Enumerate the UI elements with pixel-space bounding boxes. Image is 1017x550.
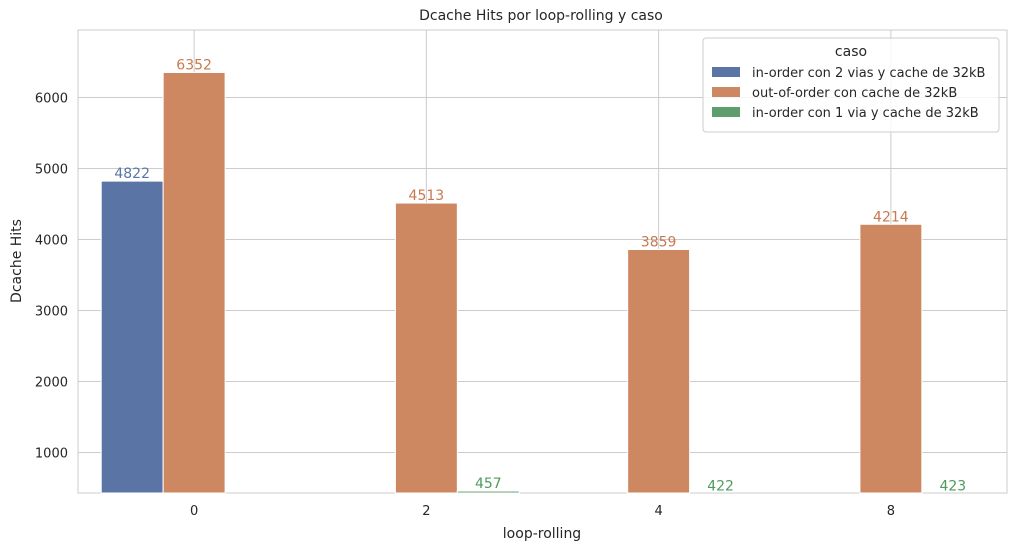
bar-value-label: 4822 [114,166,150,182]
legend: caso in-order con 2 vias y cache de 32kB… [702,37,1000,133]
bar [100,180,164,494]
bar [162,71,226,494]
x-tick-label: 0 [190,504,198,519]
y-tick-label: 4000 [35,233,68,248]
x-tick-labels: 0 2 4 8 [190,504,895,519]
legend-entry-label: in-order con 2 vias y cache de 32kB [752,66,985,81]
bar-value-label: 423 [939,478,966,494]
x-tick-label: 8 [887,504,895,519]
bar-value-label: 6352 [176,57,212,73]
legend-swatch [712,87,740,97]
x-tick-label: 4 [654,504,662,519]
legend-swatch [712,107,740,117]
y-tick-label: 3000 [35,304,68,319]
y-tick-label: 6000 [35,91,68,106]
y-tick-label: 2000 [35,376,68,391]
bar-value-label: 4214 [873,209,909,225]
chart-title: Dcache Hits por loop-rolling y caso [419,8,663,24]
legend-entry-label: out-of-order con cache de 32kB [752,86,957,101]
bars-group [100,71,923,494]
bar-value-label: 457 [475,476,502,492]
y-tick-labels: 1000 2000 3000 4000 5000 6000 [35,91,68,461]
legend-swatch [712,67,740,77]
bar [859,223,923,494]
legend-entry-label: in-order con 1 via y cache de 32kB [752,106,979,121]
legend-box [702,37,1000,133]
plot-frame [77,29,1008,494]
x-axis-label: loop-rolling [503,526,581,542]
y-tick-label: 1000 [35,447,68,462]
bar [456,490,520,494]
bar [627,248,691,494]
bar-value-label: 3859 [641,234,677,250]
legend-title: caso [835,44,867,60]
bar-labels-group: 4822 6352 4513 3859 4214 457 422 423 [114,57,966,494]
y-tick-label: 5000 [35,162,68,177]
bar [394,202,458,494]
bar-value-label: 422 [707,479,734,495]
y-axis-label: Dcache Hits [9,219,25,303]
bar-value-label: 4513 [409,188,445,204]
x-tick-label: 2 [422,504,430,519]
